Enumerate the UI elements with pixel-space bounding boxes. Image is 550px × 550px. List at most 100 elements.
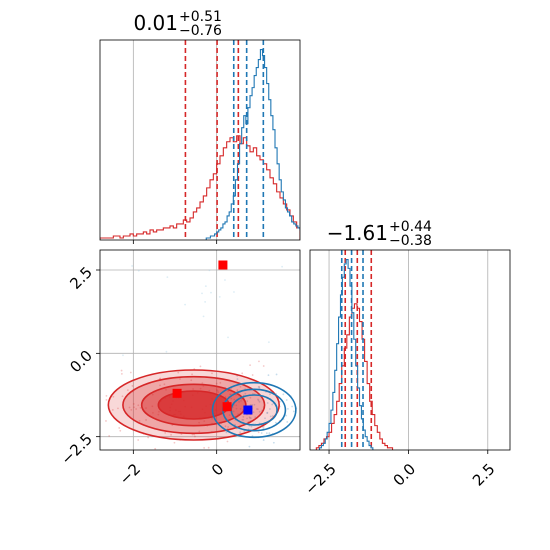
sample-point bbox=[242, 419, 245, 421]
sample-point bbox=[190, 379, 193, 382]
sample-point bbox=[228, 414, 231, 417]
sample-point bbox=[254, 416, 257, 419]
sample-point bbox=[132, 403, 135, 405]
sample-point bbox=[218, 295, 221, 298]
sample-point bbox=[256, 408, 259, 411]
sample-point bbox=[118, 427, 121, 429]
sample-point bbox=[267, 374, 270, 377]
sample-point bbox=[111, 409, 114, 411]
sample-point bbox=[139, 406, 142, 409]
sample-point bbox=[257, 431, 260, 434]
y-tick-label: 0.0 bbox=[66, 347, 96, 377]
sample-point bbox=[237, 413, 239, 415]
sample-point bbox=[121, 395, 124, 398]
sample-point bbox=[145, 407, 147, 409]
marginal-histogram-top: 0.01 +0.51−0.76 bbox=[99, 9, 301, 244]
sample-point bbox=[128, 406, 131, 409]
sample-point bbox=[249, 417, 252, 420]
marginal-histogram-right: −1.61 +0.44−0.38 −2.5 0.0 2.5 bbox=[301, 219, 511, 499]
sample-point bbox=[131, 265, 133, 267]
sample-point bbox=[179, 378, 181, 380]
sample-point bbox=[229, 393, 231, 396]
sample-point bbox=[198, 421, 200, 424]
marker-square bbox=[218, 260, 228, 270]
sample-point bbox=[198, 430, 201, 433]
sample-point bbox=[227, 426, 230, 428]
sample-point bbox=[267, 341, 270, 344]
sample-point bbox=[266, 402, 269, 404]
sample-point bbox=[253, 403, 256, 406]
histogram-series-1 bbox=[205, 48, 300, 240]
sample-point bbox=[210, 291, 212, 294]
plot-area bbox=[56, 250, 300, 450]
sample-point bbox=[151, 393, 154, 396]
sample-point bbox=[268, 432, 271, 435]
sample-point bbox=[204, 301, 207, 303]
sample-point bbox=[282, 393, 285, 396]
sample-point bbox=[208, 389, 211, 392]
plot-area bbox=[315, 250, 489, 450]
sample-point bbox=[191, 373, 193, 376]
sample-point bbox=[129, 371, 132, 374]
sample-point bbox=[258, 400, 261, 403]
marker-square bbox=[243, 405, 253, 415]
sample-point bbox=[177, 371, 180, 374]
sample-point bbox=[258, 360, 260, 363]
sample-point bbox=[211, 417, 213, 420]
sample-point bbox=[194, 435, 196, 438]
sample-point bbox=[236, 378, 239, 380]
x-tick-label: 2.5 bbox=[469, 460, 499, 490]
sample-point bbox=[241, 372, 244, 375]
sample-point bbox=[108, 434, 111, 437]
sample-point bbox=[122, 354, 124, 357]
sample-point bbox=[217, 391, 220, 393]
sample-point bbox=[133, 406, 135, 409]
sample-point bbox=[199, 365, 202, 368]
sample-point bbox=[227, 336, 229, 339]
joint-density-panel: −2 0 −2.5 0.0 2.5 bbox=[56, 249, 301, 488]
sample-point bbox=[242, 415, 245, 418]
sample-point bbox=[120, 372, 123, 375]
sample-point bbox=[232, 410, 235, 413]
sample-point bbox=[105, 420, 107, 422]
sample-point bbox=[240, 398, 243, 400]
sample-point bbox=[265, 432, 268, 435]
sample-point bbox=[89, 371, 91, 373]
sample-point bbox=[291, 405, 294, 408]
sample-point bbox=[243, 430, 246, 432]
x-tick-label: 0.0 bbox=[390, 460, 420, 490]
sample-point bbox=[117, 407, 119, 410]
sample-point bbox=[203, 420, 206, 423]
sample-point bbox=[226, 440, 229, 443]
sample-point bbox=[258, 385, 261, 388]
sample-point bbox=[216, 389, 219, 392]
histogram-series-1 bbox=[318, 258, 374, 450]
sample-point bbox=[202, 315, 205, 318]
axes-frame bbox=[99, 39, 301, 241]
x-tick-label: −2.5 bbox=[301, 460, 339, 498]
sample-point bbox=[199, 387, 202, 390]
sample-point bbox=[227, 390, 229, 393]
sample-point bbox=[230, 387, 233, 390]
plot-area bbox=[100, 40, 300, 240]
sample-point bbox=[246, 417, 248, 420]
sample-point bbox=[287, 408, 289, 410]
sample-point bbox=[269, 415, 272, 418]
sample-point bbox=[246, 400, 249, 403]
sample-point bbox=[248, 445, 251, 448]
sample-point bbox=[257, 385, 260, 388]
sample-point bbox=[164, 431, 167, 434]
sample-point bbox=[286, 421, 289, 423]
sample-point bbox=[130, 408, 133, 411]
sample-point bbox=[145, 419, 147, 421]
x-tick-label: 0 bbox=[208, 460, 227, 479]
sample-point bbox=[120, 369, 123, 372]
sample-point bbox=[251, 374, 254, 376]
sample-point bbox=[264, 417, 266, 420]
panel-title-lower: −0.38 bbox=[389, 233, 432, 249]
sample-point bbox=[260, 432, 263, 434]
x-tick-label: −2 bbox=[116, 460, 144, 488]
sample-point bbox=[56, 392, 58, 394]
sample-point bbox=[239, 385, 242, 388]
sample-point bbox=[192, 388, 195, 390]
